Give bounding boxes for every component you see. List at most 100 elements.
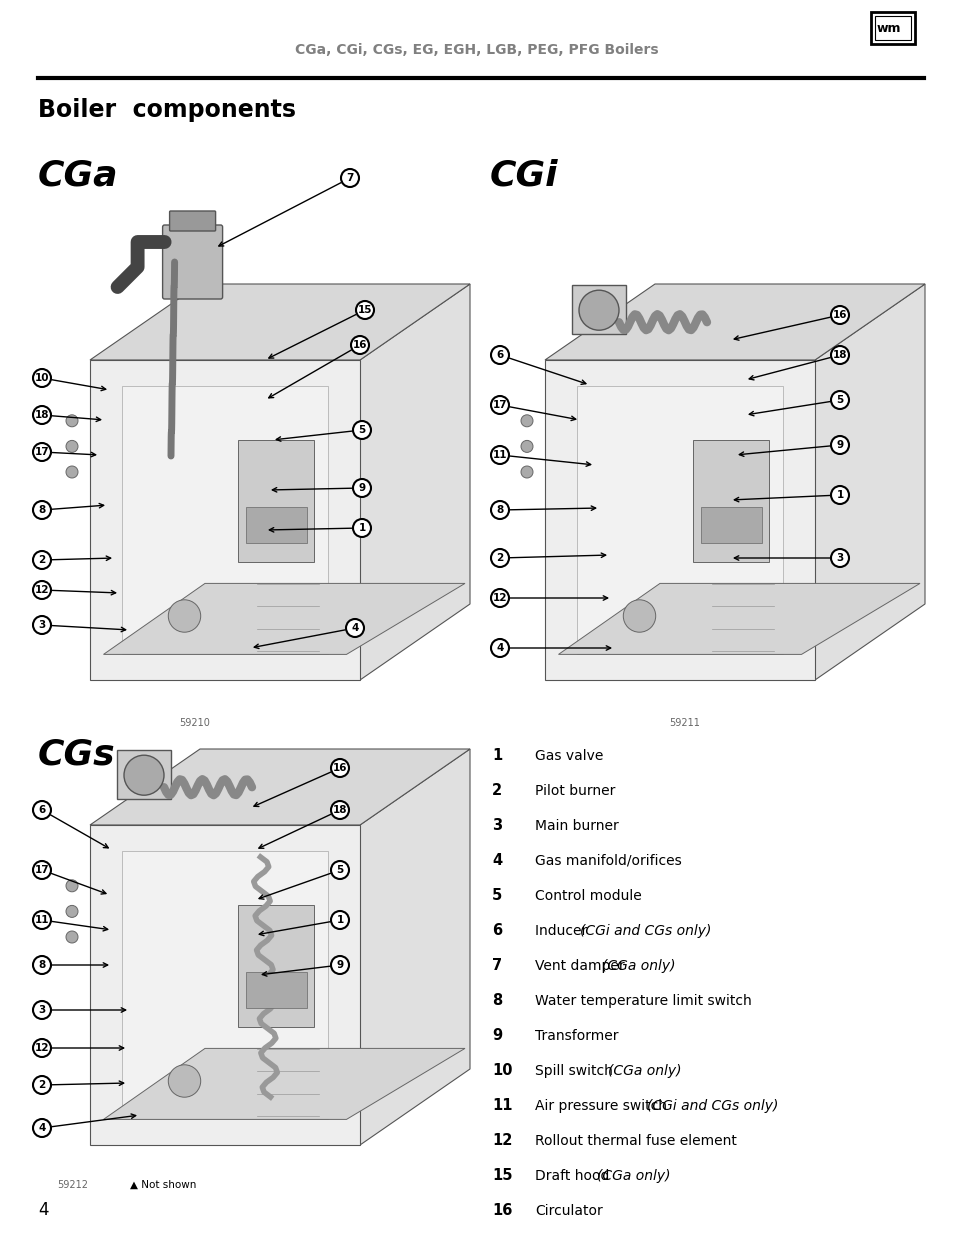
Text: (CGi and CGs only): (CGi and CGs only) bbox=[646, 1099, 778, 1113]
Text: 16: 16 bbox=[492, 1203, 512, 1219]
Text: (CGa only): (CGa only) bbox=[601, 960, 675, 973]
Circle shape bbox=[578, 290, 618, 330]
Circle shape bbox=[66, 415, 78, 427]
Text: 2: 2 bbox=[38, 555, 46, 564]
Text: 3: 3 bbox=[38, 1005, 46, 1015]
Polygon shape bbox=[558, 583, 919, 655]
Text: CGa: CGa bbox=[38, 158, 118, 191]
FancyBboxPatch shape bbox=[170, 211, 215, 231]
Text: 12: 12 bbox=[492, 1134, 512, 1149]
Text: 59210: 59210 bbox=[179, 718, 211, 727]
Circle shape bbox=[331, 911, 349, 929]
Polygon shape bbox=[103, 583, 464, 655]
Text: 6: 6 bbox=[496, 350, 503, 359]
Circle shape bbox=[33, 501, 51, 519]
Circle shape bbox=[491, 501, 509, 519]
Text: 2: 2 bbox=[492, 783, 501, 799]
Polygon shape bbox=[90, 748, 470, 825]
Circle shape bbox=[491, 638, 509, 657]
Text: 17: 17 bbox=[34, 447, 50, 457]
Circle shape bbox=[353, 519, 371, 537]
Circle shape bbox=[33, 369, 51, 387]
Circle shape bbox=[355, 301, 374, 319]
Text: Gas valve: Gas valve bbox=[535, 748, 602, 763]
Text: 15: 15 bbox=[492, 1168, 512, 1183]
Circle shape bbox=[33, 911, 51, 929]
Circle shape bbox=[491, 550, 509, 567]
Text: 10: 10 bbox=[492, 1063, 512, 1078]
Text: 3: 3 bbox=[38, 620, 46, 630]
Text: 5: 5 bbox=[336, 864, 343, 876]
Circle shape bbox=[168, 600, 200, 632]
Text: Water temperature limit switch: Water temperature limit switch bbox=[535, 994, 751, 1008]
Text: 1: 1 bbox=[836, 490, 842, 500]
Circle shape bbox=[830, 550, 848, 567]
Text: Air pressure switch: Air pressure switch bbox=[535, 1099, 671, 1113]
Circle shape bbox=[33, 443, 51, 461]
Circle shape bbox=[33, 1119, 51, 1137]
Text: 7: 7 bbox=[346, 173, 354, 183]
FancyBboxPatch shape bbox=[117, 750, 171, 799]
Text: 9: 9 bbox=[836, 440, 842, 450]
Text: wm: wm bbox=[876, 21, 901, 35]
Text: 4: 4 bbox=[496, 643, 503, 653]
FancyBboxPatch shape bbox=[238, 440, 314, 562]
FancyBboxPatch shape bbox=[162, 225, 222, 299]
Text: 9: 9 bbox=[492, 1029, 501, 1044]
Circle shape bbox=[520, 466, 533, 478]
Text: 18: 18 bbox=[333, 805, 347, 815]
Text: 17: 17 bbox=[34, 864, 50, 876]
Text: 12: 12 bbox=[34, 585, 50, 595]
Circle shape bbox=[33, 580, 51, 599]
Circle shape bbox=[66, 931, 78, 944]
Polygon shape bbox=[122, 385, 327, 655]
Text: Inducer: Inducer bbox=[535, 924, 591, 939]
Polygon shape bbox=[359, 284, 470, 680]
Polygon shape bbox=[359, 748, 470, 1145]
Text: (CGi and CGs only): (CGi and CGs only) bbox=[579, 924, 710, 939]
Circle shape bbox=[33, 1076, 51, 1094]
Circle shape bbox=[33, 1002, 51, 1019]
Text: CGs: CGs bbox=[38, 739, 115, 772]
Polygon shape bbox=[90, 284, 470, 359]
Circle shape bbox=[520, 415, 533, 427]
Text: CGi: CGi bbox=[490, 158, 558, 191]
Text: 6: 6 bbox=[38, 805, 46, 815]
Circle shape bbox=[66, 466, 78, 478]
Text: Vent damper: Vent damper bbox=[535, 960, 628, 973]
Polygon shape bbox=[103, 1049, 464, 1119]
Text: 4: 4 bbox=[492, 853, 501, 868]
Text: 1: 1 bbox=[336, 915, 343, 925]
Circle shape bbox=[124, 755, 164, 795]
Circle shape bbox=[33, 956, 51, 974]
FancyBboxPatch shape bbox=[246, 972, 306, 1008]
Text: 18: 18 bbox=[34, 410, 50, 420]
Text: 17: 17 bbox=[492, 400, 507, 410]
Text: Boiler  components: Boiler components bbox=[38, 98, 295, 122]
Text: 16: 16 bbox=[832, 310, 846, 320]
Text: 59211: 59211 bbox=[669, 718, 700, 727]
Text: 1: 1 bbox=[358, 522, 365, 534]
Circle shape bbox=[66, 905, 78, 918]
Text: Spill switch: Spill switch bbox=[535, 1065, 617, 1078]
Circle shape bbox=[830, 346, 848, 364]
Circle shape bbox=[66, 879, 78, 892]
Circle shape bbox=[353, 421, 371, 438]
Text: 1: 1 bbox=[492, 748, 501, 763]
Circle shape bbox=[622, 600, 655, 632]
Polygon shape bbox=[122, 851, 327, 1119]
Text: Transformer: Transformer bbox=[535, 1029, 618, 1044]
Text: 7: 7 bbox=[492, 958, 501, 973]
Text: 16: 16 bbox=[353, 340, 367, 350]
Text: Circulator: Circulator bbox=[535, 1204, 602, 1218]
Text: 10: 10 bbox=[34, 373, 50, 383]
Text: 8: 8 bbox=[492, 993, 501, 1009]
Circle shape bbox=[491, 396, 509, 414]
Text: 4: 4 bbox=[38, 1123, 46, 1132]
Circle shape bbox=[491, 446, 509, 464]
Text: (CGa only): (CGa only) bbox=[596, 1170, 669, 1183]
Circle shape bbox=[830, 306, 848, 324]
Text: 59212: 59212 bbox=[57, 1179, 88, 1191]
Circle shape bbox=[351, 336, 369, 354]
Text: 9: 9 bbox=[336, 960, 343, 969]
